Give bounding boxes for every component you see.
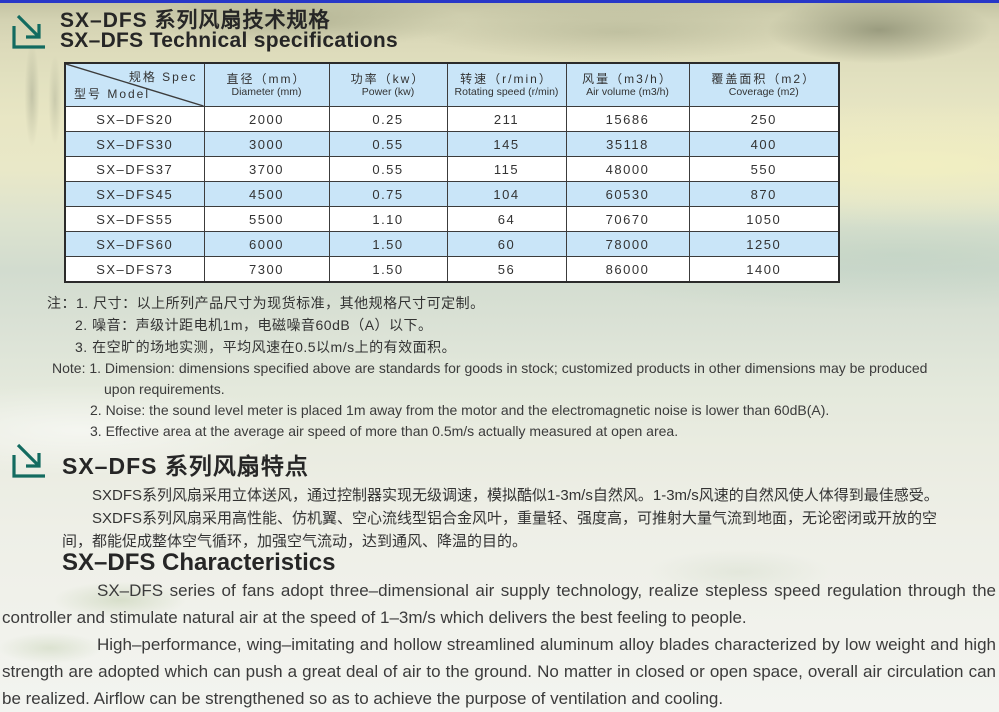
features-cn-paragraph: SXDFS系列风扇采用高性能、仿机翼、空心流线型铝合金风叶，重量轻、强度高，可推… xyxy=(62,510,938,550)
spec-table: 规格 Spec 型号 Model 直径（mm） Diameter (mm) 功率… xyxy=(64,62,840,283)
cell-coverage: 870 xyxy=(688,181,840,207)
col-header-air-volume: 风量（m3/h） Air volume (m3/h) xyxy=(565,62,690,107)
corner-arrow-icon xyxy=(12,443,45,478)
cell-coverage: 1400 xyxy=(688,256,840,283)
col-header-diameter: 直径（mm） Diameter (mm) xyxy=(203,62,330,107)
col-header-en: Coverage (m2) xyxy=(728,85,799,98)
col-header-en: Power (kw) xyxy=(361,85,415,98)
spec-table-row: SX–DFS37 3700 0.55 115 48000 550 xyxy=(64,156,840,182)
cell-air-volume: 15686 xyxy=(565,106,690,132)
cell-power: 1.50 xyxy=(328,256,448,283)
corner-header-cell: 规格 Spec 型号 Model xyxy=(64,62,205,107)
cell-power: 0.55 xyxy=(328,131,448,157)
cell-coverage: 1250 xyxy=(688,231,840,257)
cell-diameter: 7300 xyxy=(203,256,330,283)
page-title-en: SX–DFS Technical specifications xyxy=(60,29,399,52)
cell-model: SX–DFS60 xyxy=(64,231,205,257)
features-cn-paragraph: SXDFS系列风扇采用立体送风，通过控制器实现无级调速，模拟酷似1-3m/s自然… xyxy=(92,487,939,504)
features-cn: SXDFS系列风扇采用立体送风，通过控制器实现无级调速，模拟酷似1-3m/s自然… xyxy=(62,484,966,553)
top-divider-line xyxy=(0,0,999,3)
cell-speed: 56 xyxy=(446,256,567,283)
col-header-power: 功率（kw） Power (kw) xyxy=(328,62,448,107)
cell-model: SX–DFS45 xyxy=(64,181,205,207)
col-header-cn: 直径（mm） xyxy=(226,71,307,86)
characteristics-en-paragraph: SX–DFS series of fans adopt three–dimens… xyxy=(2,581,996,627)
note-cn-line: 2. 噪音：声级计距电机1m，电磁噪音60dB（A）以下。 xyxy=(75,317,433,333)
cell-diameter: 3000 xyxy=(203,131,330,157)
cell-model: SX–DFS55 xyxy=(64,206,205,232)
spec-table-row: SX–DFS73 7300 1.50 56 86000 1400 xyxy=(64,256,840,283)
characteristics-title-en: SX–DFS Characteristics xyxy=(62,549,336,576)
cell-air-volume: 60530 xyxy=(565,181,690,207)
col-header-coverage: 覆盖面积（m2） Coverage (m2) xyxy=(688,62,840,107)
col-header-en: Rotating speed (r/min) xyxy=(454,85,559,98)
cell-diameter: 6000 xyxy=(203,231,330,257)
characteristics-en: SX–DFS series of fans adopt three–dimens… xyxy=(2,577,996,712)
cell-power: 1.50 xyxy=(328,231,448,257)
note-cn-line: 3. 在空旷的场地实测，平均风速在0.5以m/s上的有效面积。 xyxy=(75,339,457,355)
cell-speed: 115 xyxy=(446,156,567,182)
spec-table-row: SX–DFS60 6000 1.50 60 78000 1250 xyxy=(64,231,840,257)
spec-table-header-row: 规格 Spec 型号 Model 直径（mm） Diameter (mm) 功率… xyxy=(64,62,840,107)
features-title-cn: SX–DFS 系列风扇特点 xyxy=(62,453,309,479)
cell-air-volume: 86000 xyxy=(565,256,690,283)
page-title-cn: SX–DFS 系列风扇技术规格 xyxy=(60,9,331,32)
cell-power: 0.25 xyxy=(328,106,448,132)
cell-model: SX–DFS30 xyxy=(64,131,205,157)
notes-cn: 注：1. 尺寸：以上所列产品尺寸为现货标准，其他规格尺寸可定制。 2. 噪音：声… xyxy=(47,292,485,358)
cell-coverage: 250 xyxy=(688,106,840,132)
cell-model: SX–DFS73 xyxy=(64,256,205,283)
note-en-line: Note: 1. Dimension: dimensions specified… xyxy=(52,360,928,376)
cell-power: 1.10 xyxy=(328,206,448,232)
cell-diameter: 3700 xyxy=(203,156,330,182)
note-en-line: 2. Noise: the sound level meter is place… xyxy=(90,402,830,418)
spec-table-row: SX–DFS30 3000 0.55 145 35118 400 xyxy=(64,131,840,157)
cell-air-volume: 70670 xyxy=(565,206,690,232)
cell-speed: 145 xyxy=(446,131,567,157)
cell-coverage: 1050 xyxy=(688,206,840,232)
cell-power: 0.75 xyxy=(328,181,448,207)
cell-diameter: 5500 xyxy=(203,206,330,232)
cell-power: 0.55 xyxy=(328,156,448,182)
spec-table-row: SX–DFS55 5500 1.10 64 70670 1050 xyxy=(64,206,840,232)
cell-speed: 104 xyxy=(446,181,567,207)
note-en-line: upon requirements. xyxy=(104,381,225,397)
spec-table-row: SX–DFS20 2000 0.25 211 15686 250 xyxy=(64,106,840,132)
col-header-cn: 转速（r/min） xyxy=(460,71,553,86)
corner-spec-label: 规格 Spec xyxy=(128,70,198,84)
corner-model-label: 型号 Model xyxy=(74,87,151,101)
cell-air-volume: 48000 xyxy=(565,156,690,182)
cell-model: SX–DFS20 xyxy=(64,106,205,132)
note-en-line: 3. Effective area at the average air spe… xyxy=(90,423,679,439)
cell-air-volume: 78000 xyxy=(565,231,690,257)
cell-speed: 64 xyxy=(446,206,567,232)
spec-table-row: SX–DFS45 4500 0.75 104 60530 870 xyxy=(64,181,840,207)
col-header-speed: 转速（r/min） Rotating speed (r/min) xyxy=(446,62,567,107)
cell-speed: 211 xyxy=(446,106,567,132)
cell-coverage: 400 xyxy=(688,131,840,157)
col-header-cn: 风量（m3/h） xyxy=(582,71,673,86)
cell-speed: 60 xyxy=(446,231,567,257)
col-header-en: Air volume (m3/h) xyxy=(586,85,669,98)
diagonal-divider xyxy=(66,64,204,106)
col-header-cn: 功率（kw） xyxy=(350,71,426,86)
cell-coverage: 550 xyxy=(688,156,840,182)
col-header-cn: 覆盖面积（m2） xyxy=(711,71,817,86)
col-header-en: Diameter (mm) xyxy=(231,85,302,98)
note-cn-line: 注：1. 尺寸：以上所列产品尺寸为现货标准，其他规格尺寸可定制。 xyxy=(47,295,485,311)
cell-model: SX–DFS37 xyxy=(64,156,205,182)
characteristics-en-paragraph: High–performance, wing–imitating and hol… xyxy=(2,635,996,708)
notes-en: Note: 1. Dimension: dimensions specified… xyxy=(52,358,927,442)
cell-diameter: 4500 xyxy=(203,181,330,207)
cell-air-volume: 35118 xyxy=(565,131,690,157)
corner-arrow-icon xyxy=(12,14,45,49)
cell-diameter: 2000 xyxy=(203,106,330,132)
